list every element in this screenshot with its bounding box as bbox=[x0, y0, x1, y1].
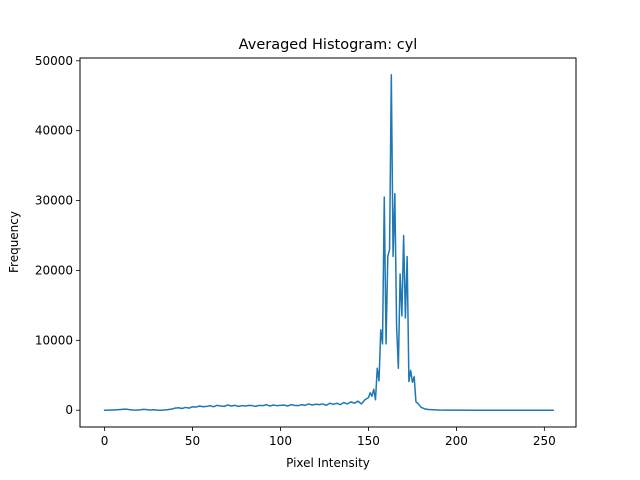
y-tick-label: 0 bbox=[65, 403, 73, 417]
y-axis-ticks: 0 10000 20000 30000 40000 50000 bbox=[35, 54, 80, 417]
axes-frame bbox=[79, 57, 577, 428]
x-axis-label: Pixel Intensity bbox=[286, 456, 370, 470]
x-tick-label: 250 bbox=[533, 434, 556, 448]
x-tick-label: 50 bbox=[185, 434, 200, 448]
y-axis-label: Frequency bbox=[7, 211, 21, 273]
y-tick-label: 20000 bbox=[35, 263, 73, 277]
x-tick-label: 100 bbox=[269, 434, 292, 448]
x-tick-label: 150 bbox=[357, 434, 380, 448]
y-tick-label: 30000 bbox=[35, 194, 73, 208]
x-axis-ticks: 0 50 100 150 200 250 bbox=[101, 427, 556, 448]
y-tick-label: 10000 bbox=[35, 333, 73, 347]
series-line bbox=[103, 74, 554, 411]
x-tick-label: 0 bbox=[101, 434, 109, 448]
y-tick-label: 40000 bbox=[35, 124, 73, 138]
chart-title: Averaged Histogram: cyl bbox=[239, 37, 418, 53]
plot-area bbox=[103, 74, 554, 411]
x-tick-label: 200 bbox=[445, 434, 468, 448]
y-tick-label: 50000 bbox=[35, 54, 73, 68]
